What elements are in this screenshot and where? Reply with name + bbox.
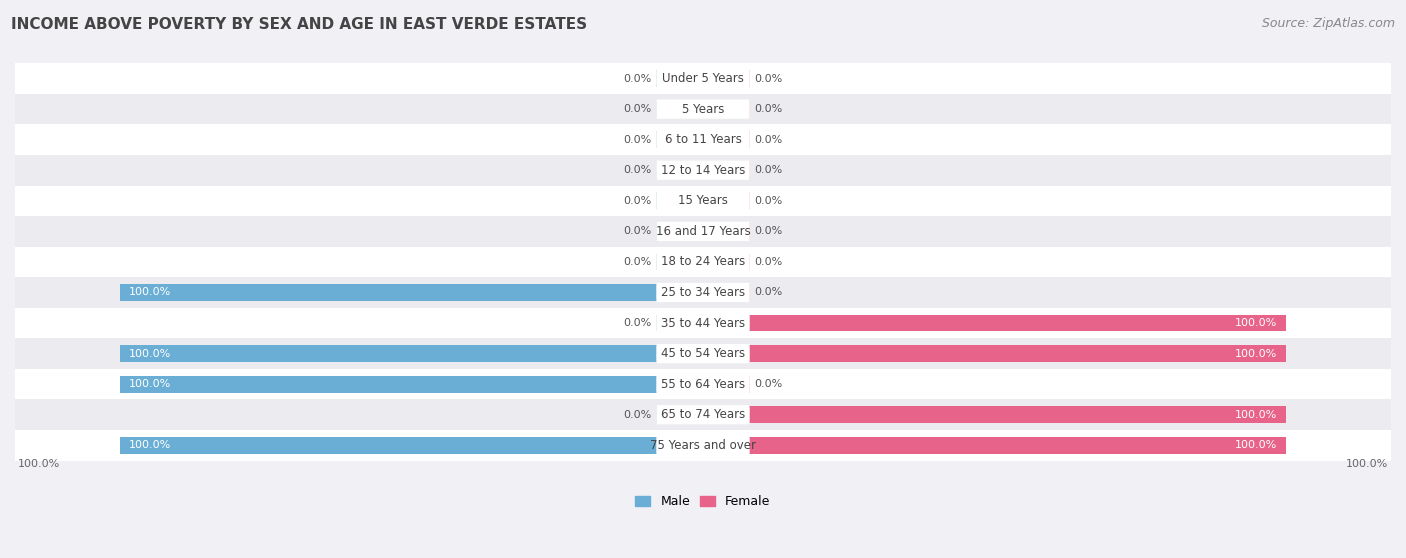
Bar	[657, 253, 703, 270]
Text: 100.0%: 100.0%	[129, 379, 172, 389]
Bar	[15, 63, 1391, 94]
Text: 0.0%: 0.0%	[623, 410, 652, 420]
Bar	[703, 253, 749, 270]
Text: 16 and 17 Years: 16 and 17 Years	[655, 225, 751, 238]
Bar	[657, 315, 703, 331]
Bar	[657, 131, 703, 148]
Bar	[15, 369, 1391, 400]
FancyBboxPatch shape	[657, 161, 749, 180]
FancyBboxPatch shape	[657, 314, 749, 333]
Text: 0.0%: 0.0%	[623, 257, 652, 267]
Text: 100.0%: 100.0%	[129, 440, 172, 450]
Bar	[657, 406, 703, 423]
Bar	[657, 223, 703, 240]
Bar	[15, 247, 1391, 277]
Text: 100.0%: 100.0%	[1234, 410, 1277, 420]
Text: 100.0%: 100.0%	[1234, 318, 1277, 328]
Bar	[120, 437, 703, 454]
Bar	[15, 338, 1391, 369]
Bar	[703, 70, 749, 87]
Text: 0.0%: 0.0%	[623, 134, 652, 145]
FancyBboxPatch shape	[657, 405, 749, 425]
Text: 0.0%: 0.0%	[623, 165, 652, 175]
Text: 0.0%: 0.0%	[754, 134, 783, 145]
Bar	[15, 277, 1391, 308]
Bar	[703, 284, 749, 301]
Bar	[703, 223, 749, 240]
FancyBboxPatch shape	[657, 222, 749, 241]
Text: 0.0%: 0.0%	[623, 227, 652, 237]
Bar	[703, 100, 749, 118]
Text: Under 5 Years: Under 5 Years	[662, 72, 744, 85]
Text: INCOME ABOVE POVERTY BY SEX AND AGE IN EAST VERDE ESTATES: INCOME ABOVE POVERTY BY SEX AND AGE IN E…	[11, 17, 588, 32]
Text: 6 to 11 Years: 6 to 11 Years	[665, 133, 741, 146]
Bar	[15, 185, 1391, 216]
FancyBboxPatch shape	[657, 191, 749, 210]
Text: 0.0%: 0.0%	[754, 196, 783, 206]
Text: 100.0%: 100.0%	[1234, 349, 1277, 359]
Text: Source: ZipAtlas.com: Source: ZipAtlas.com	[1261, 17, 1395, 30]
Bar	[703, 131, 749, 148]
FancyBboxPatch shape	[657, 436, 749, 455]
Text: 15 Years: 15 Years	[678, 194, 728, 207]
Text: 25 to 34 Years: 25 to 34 Years	[661, 286, 745, 299]
Bar	[703, 162, 749, 179]
Text: 100.0%: 100.0%	[1234, 440, 1277, 450]
Bar	[120, 284, 703, 301]
Text: 0.0%: 0.0%	[623, 196, 652, 206]
Text: 0.0%: 0.0%	[754, 74, 783, 84]
Legend: Male, Female: Male, Female	[630, 490, 776, 513]
Text: 100.0%: 100.0%	[129, 287, 172, 297]
Bar	[657, 162, 703, 179]
Bar	[15, 155, 1391, 185]
Text: 5 Years: 5 Years	[682, 103, 724, 116]
Text: 35 to 44 Years: 35 to 44 Years	[661, 316, 745, 330]
Text: 18 to 24 Years: 18 to 24 Years	[661, 256, 745, 268]
FancyBboxPatch shape	[657, 69, 749, 88]
Bar	[120, 376, 703, 393]
Text: 100.0%: 100.0%	[18, 459, 60, 469]
Text: 0.0%: 0.0%	[754, 287, 783, 297]
FancyBboxPatch shape	[657, 344, 749, 363]
Text: 0.0%: 0.0%	[754, 104, 783, 114]
FancyBboxPatch shape	[657, 374, 749, 394]
Bar	[15, 430, 1391, 460]
FancyBboxPatch shape	[657, 130, 749, 150]
Bar	[15, 124, 1391, 155]
FancyBboxPatch shape	[657, 99, 749, 119]
Bar	[15, 94, 1391, 124]
Bar	[703, 193, 749, 209]
Text: 0.0%: 0.0%	[623, 74, 652, 84]
Text: 12 to 14 Years: 12 to 14 Years	[661, 163, 745, 177]
Bar	[120, 345, 703, 362]
Text: 45 to 54 Years: 45 to 54 Years	[661, 347, 745, 360]
Bar	[703, 406, 1286, 423]
Bar	[657, 70, 703, 87]
Bar	[15, 216, 1391, 247]
Text: 65 to 74 Years: 65 to 74 Years	[661, 408, 745, 421]
Bar	[15, 308, 1391, 338]
Text: 0.0%: 0.0%	[754, 379, 783, 389]
Text: 0.0%: 0.0%	[754, 227, 783, 237]
Bar	[657, 100, 703, 118]
Text: 75 Years and over: 75 Years and over	[650, 439, 756, 452]
Bar	[15, 400, 1391, 430]
FancyBboxPatch shape	[657, 283, 749, 302]
Bar	[703, 376, 749, 393]
Bar	[657, 193, 703, 209]
Bar	[703, 345, 1286, 362]
Text: 100.0%: 100.0%	[1346, 459, 1388, 469]
Text: 100.0%: 100.0%	[129, 349, 172, 359]
Text: 0.0%: 0.0%	[754, 165, 783, 175]
Text: 0.0%: 0.0%	[623, 318, 652, 328]
Bar	[703, 437, 1286, 454]
Bar	[703, 315, 1286, 331]
Text: 55 to 64 Years: 55 to 64 Years	[661, 378, 745, 391]
Text: 0.0%: 0.0%	[623, 104, 652, 114]
FancyBboxPatch shape	[657, 252, 749, 272]
Text: 0.0%: 0.0%	[754, 257, 783, 267]
